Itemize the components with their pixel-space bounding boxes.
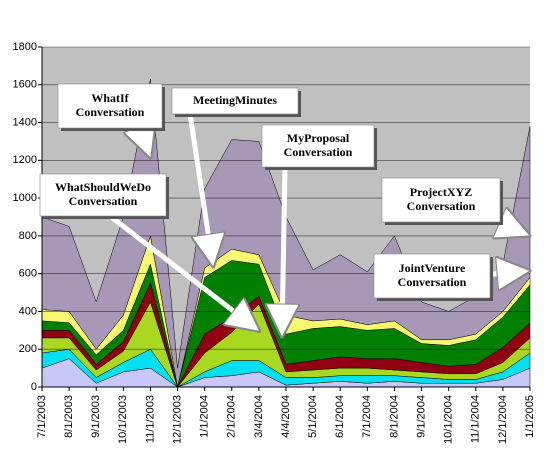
x-tick-label: 6/1/2004: [334, 395, 346, 438]
annotation-text: ProjectXYZ: [410, 185, 472, 199]
y-tick-label: 800: [19, 230, 37, 242]
annotation-box: [39, 173, 167, 217]
x-tick-label: 3/4/2004: [253, 395, 265, 438]
annotation-arrow: [140, 128, 150, 156]
y-tick-label: 1200: [13, 154, 37, 166]
annotation-text: Conversation: [76, 105, 145, 119]
y-tick-label: 1600: [13, 79, 37, 91]
annotation-text: MeetingMinutes: [193, 93, 277, 107]
x-tick-label: 5/1/2004: [307, 395, 319, 438]
x-tick-label: 9/1/2003: [90, 395, 102, 438]
annotation-text: Conversation: [398, 275, 467, 289]
y-tick-label: 600: [19, 268, 37, 280]
x-tick-label: 10/1/2003: [117, 395, 129, 444]
y-tick-label: 1000: [13, 192, 37, 204]
annotation-box: [381, 177, 501, 223]
x-tick-label: 1/1/2004: [199, 395, 211, 438]
x-tick-label: 10/1/2004: [443, 395, 455, 444]
x-tick-label: 1/1/2005: [524, 395, 536, 438]
annotation-box: [57, 83, 163, 129]
annotation-box: [373, 253, 491, 299]
x-tick-label: 8/1/2003: [63, 395, 75, 438]
x-tick-label: 7/1/2003: [36, 395, 48, 438]
y-tick-label: 200: [19, 343, 37, 355]
y-tick-label: 0: [31, 381, 37, 393]
x-tick-label: 7/1/2004: [361, 395, 373, 438]
annotation-text: JointVenture: [399, 261, 466, 275]
annotation-box: [171, 87, 299, 115]
annotation-text: Conversation: [284, 145, 353, 159]
annotation-text: MyProposal: [287, 131, 350, 145]
x-tick-label: 9/1/2004: [415, 395, 427, 438]
x-tick-label: 12/1/2004: [497, 395, 509, 444]
annotation-arrow: [282, 166, 285, 335]
y-tick-label: 400: [19, 305, 37, 317]
annotation-text: WhatShouldWeDo: [55, 180, 151, 194]
annotation-text: WhatIf: [91, 91, 129, 105]
annotation-text: Conversation: [407, 199, 476, 213]
annotation-arrow: [108, 214, 258, 330]
x-tick-label: 2/1/2004: [226, 395, 238, 438]
y-tick-label: 1800: [13, 41, 37, 53]
x-tick-label: 12/1/2003: [171, 395, 183, 444]
x-tick-label: 4/4/2004: [280, 395, 292, 438]
annotation-text: Conversation: [69, 194, 138, 208]
y-tick-label: 1400: [13, 116, 37, 128]
x-tick-label: 11/1/2003: [144, 395, 156, 443]
x-tick-label: 8/1/2004: [388, 395, 400, 438]
x-tick-label: 11/1/2004: [470, 395, 482, 443]
annotation-arrow: [187, 113, 213, 265]
annotation-box: [261, 124, 375, 168]
